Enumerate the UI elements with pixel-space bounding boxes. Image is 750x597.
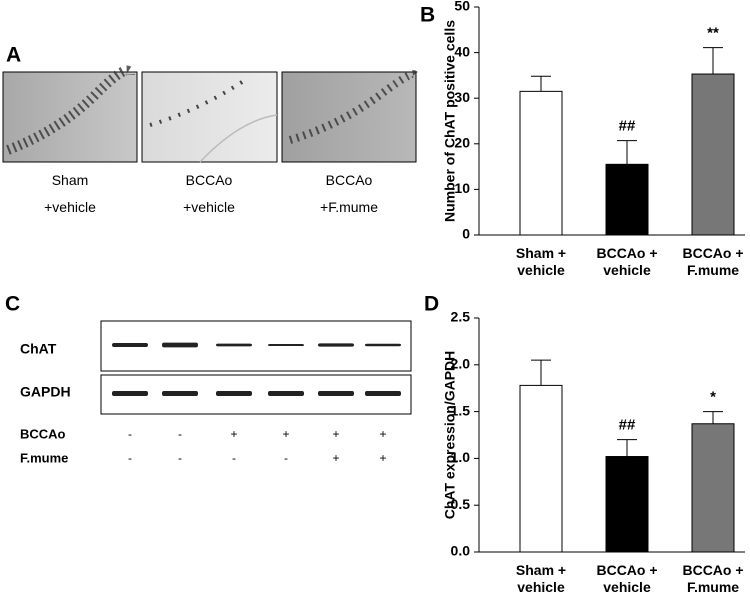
blot-row-label: ChAT — [20, 341, 57, 357]
condition-sign: + — [379, 451, 386, 465]
blot-band — [318, 343, 354, 347]
blot-band — [268, 391, 304, 396]
panel-label: B — [420, 4, 435, 27]
significance-mark: * — [710, 389, 716, 406]
significance-mark: ## — [619, 118, 636, 135]
y-tick-label: 1.5 — [451, 402, 471, 418]
bar — [519, 384, 563, 553]
y-tick-label: 2.0 — [451, 356, 471, 372]
image-caption: Sham +vehicle — [44, 172, 96, 215]
bar — [519, 90, 563, 236]
blot-band — [162, 342, 198, 348]
panel-label: C — [5, 293, 20, 316]
image-caption: BCCAo +vehicle — [183, 172, 235, 215]
blot-band — [162, 391, 198, 396]
micrograph — [2, 71, 138, 163]
condition-label: F.mume — [20, 450, 68, 465]
micrograph — [141, 71, 278, 163]
y-tick-label: 0 — [462, 226, 470, 242]
panel-label: A — [6, 44, 21, 67]
condition-sign: - — [284, 451, 288, 465]
blot-band — [216, 391, 252, 396]
condition-sign: - — [232, 451, 236, 465]
x-tick-label: Sham + vehicle — [516, 245, 566, 278]
x-tick-label: BCCAo + vehicle — [596, 245, 657, 278]
x-tick-label: Sham + vehicle — [516, 562, 566, 595]
condition-sign: + — [282, 427, 289, 441]
bar — [605, 163, 649, 236]
y-tick-label: 30 — [454, 89, 470, 105]
image-caption: BCCAo +F.mume — [320, 172, 378, 215]
blot-band — [112, 391, 148, 396]
y-axis-label: Number of ChAT positive cells — [442, 20, 458, 222]
condition-sign: + — [379, 427, 386, 441]
y-tick-label: 0.0 — [451, 543, 471, 559]
blot-box — [100, 320, 412, 372]
stained-cells — [149, 78, 247, 127]
condition-sign: - — [128, 451, 132, 465]
blot-row-label: GAPDH — [20, 384, 71, 400]
condition-sign: - — [178, 427, 182, 441]
bar — [605, 456, 649, 553]
blot-band — [318, 391, 354, 396]
x-tick-label: BCCAo + vehicle — [596, 562, 657, 595]
micrograph — [281, 71, 417, 163]
blot-band — [365, 391, 401, 396]
condition-sign: + — [332, 451, 339, 465]
condition-sign: + — [332, 427, 339, 441]
y-tick-label: 50 — [454, 0, 470, 14]
panel-label: D — [424, 293, 439, 316]
y-tick-label: 40 — [454, 43, 470, 59]
condition-sign: + — [230, 427, 237, 441]
y-tick-label: 20 — [454, 135, 470, 151]
blot-band — [365, 343, 401, 347]
bar — [691, 73, 735, 236]
tissue-edge — [199, 114, 278, 163]
significance-mark: ** — [707, 25, 719, 42]
y-tick-label: 0.5 — [451, 496, 471, 512]
x-tick-label: BCCAo + F.mume — [682, 562, 743, 595]
blot-band — [112, 343, 148, 347]
y-tick-label: 2.5 — [451, 309, 471, 325]
y-tick-label: 1.0 — [451, 449, 471, 465]
bar — [691, 423, 735, 553]
x-tick-label: BCCAo + F.mume — [682, 245, 743, 278]
blot-band — [216, 343, 252, 347]
y-tick-label: 10 — [454, 180, 470, 196]
y-axis-label: ChAT expression/GAPDH — [442, 351, 458, 520]
significance-mark: ## — [619, 417, 636, 434]
condition-sign: - — [178, 451, 182, 465]
blot-box — [100, 374, 412, 415]
condition-label: BCCAo — [20, 426, 66, 441]
blot-band — [268, 344, 304, 346]
condition-sign: - — [128, 427, 132, 441]
